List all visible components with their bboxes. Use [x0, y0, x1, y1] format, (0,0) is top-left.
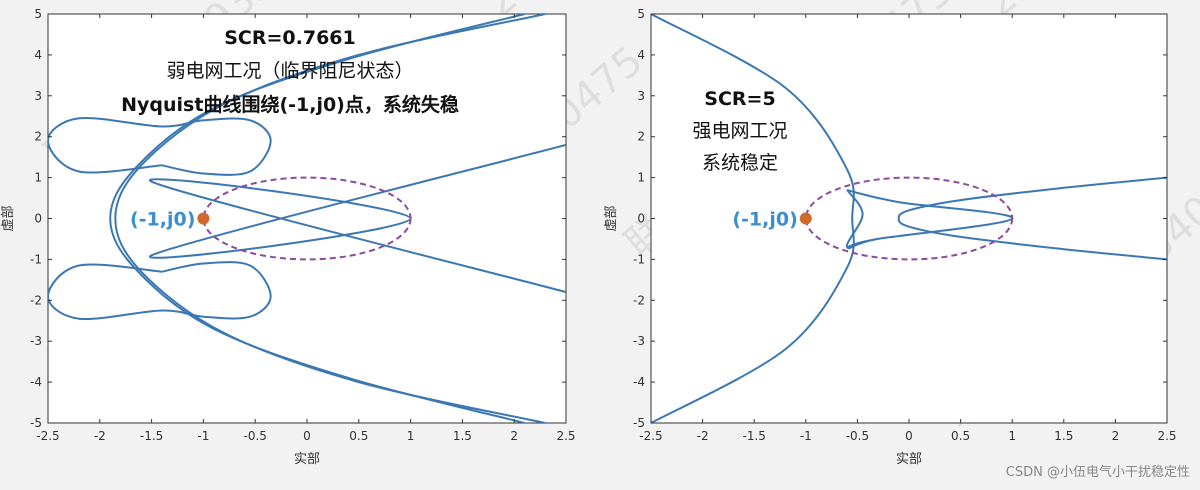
- y-tick-label: 4: [34, 48, 42, 62]
- y-tick-label: -1: [633, 252, 645, 266]
- x-tick-label: 0: [303, 429, 311, 443]
- x-axis-label: 实部: [294, 452, 320, 467]
- encirclement-ellipse: [804, 176, 1014, 261]
- x-tick-label: 0: [905, 429, 913, 443]
- y-tick-label: 5: [637, 7, 645, 21]
- x-tick-label: 2.5: [1157, 429, 1176, 443]
- csdn-credit: CSDN @小伍电气小干扰稳定性: [1006, 464, 1190, 480]
- x-tick-label: 2: [1112, 429, 1120, 443]
- x-tick-label: -1.5: [742, 429, 765, 443]
- x-tick-label: -0.5: [846, 429, 869, 443]
- y-tick-label: 2: [637, 130, 645, 144]
- plot-area: [650, 13, 1168, 424]
- axis-ticks: -2.5 -2 -1.5 -1 -0.5 0 0.5 1 1.5 2 2.5 5 4 3 2 1 0 -1 -2 -3…: [633, 7, 1177, 443]
- x-tick-label: -2: [697, 429, 709, 443]
- y-tick-label: 3: [34, 89, 42, 103]
- x-tick-label: -1: [800, 429, 812, 443]
- chart-weak-grid: -2.5 -2 -1.5 -1 -0.5 0 0.5 1 1.5 2 2.5 5 4 3 2 1 0 -1 -2 -3…: [1, 7, 576, 467]
- critical-point-label: (-1,j0): [130, 209, 195, 231]
- y-tick-label: -2: [633, 293, 645, 307]
- nyquist-curves: [48, 14, 566, 423]
- x-tick-label: 1.5: [453, 429, 472, 443]
- scr-annotation: SCR=0.7661: [224, 27, 356, 49]
- y-tick-label: -5: [30, 416, 42, 430]
- y-axis-label: 虚部: [604, 205, 619, 231]
- x-tick-label: -1: [197, 429, 209, 443]
- stability-annotation: 系统稳定: [702, 152, 778, 174]
- critical-point-label: (-1,j0): [732, 209, 797, 231]
- nyquist-curve: [846, 188, 1014, 250]
- x-tick-label: 1.5: [1054, 429, 1073, 443]
- condition-annotation: 弱电网工况（临界阻尼状态）: [166, 60, 413, 82]
- x-axis-label: 实部: [896, 452, 922, 467]
- nyquist-curve: [897, 176, 1167, 261]
- y-tick-label: 1: [34, 171, 42, 185]
- y-tick-label: 1: [637, 171, 645, 185]
- y-tick-label: -4: [30, 375, 42, 389]
- y-tick-label: 3: [637, 89, 645, 103]
- x-tick-label: 2.5: [556, 429, 575, 443]
- nyquist-curve: [109, 14, 525, 423]
- x-tick-label: 0.5: [951, 429, 970, 443]
- y-axis-label: 虚部: [1, 205, 16, 231]
- chart-strong-grid: -2.5 -2 -1.5 -1 -0.5 0 0.5 1 1.5 2 2.5 5 4 3 2 1 0 -1 -2 -3…: [604, 7, 1177, 467]
- y-tick-label: -3: [633, 334, 645, 348]
- y-tick-label: 0: [637, 212, 645, 226]
- x-tick-label: -2.5: [36, 429, 59, 443]
- condition-annotation: 强电网工况: [692, 120, 787, 142]
- x-tick-label: 2: [510, 429, 518, 443]
- x-tick-label: -0.5: [243, 429, 266, 443]
- y-tick-label: 4: [637, 48, 645, 62]
- y-tick-label: -5: [633, 416, 645, 430]
- axis-ticks: -2.5 -2 -1.5 -1 -0.5 0 0.5 1 1.5 2 2.5 5 4 3 2 1 0 -1 -2 -3…: [30, 7, 576, 443]
- plot-area: [47, 13, 567, 424]
- critical-point-marker: [197, 212, 210, 225]
- x-tick-label: 0.5: [349, 429, 368, 443]
- scr-annotation: SCR=5: [704, 88, 775, 110]
- critical-point-marker: [799, 212, 812, 225]
- x-tick-label: 1: [407, 429, 415, 443]
- y-tick-label: 5: [34, 7, 42, 21]
- x-tick-label: 1: [1008, 429, 1016, 443]
- nyquist-curves: [651, 14, 1167, 423]
- y-tick-label: 2: [34, 130, 42, 144]
- y-tick-label: -1: [30, 252, 42, 266]
- nyquist-curve: [48, 261, 272, 321]
- nyquist-curve: [651, 14, 855, 423]
- encirclement-ellipse: [202, 176, 412, 261]
- x-tick-label: -1.5: [140, 429, 163, 443]
- y-tick-label: -3: [30, 334, 42, 348]
- nyquist-curve: [48, 116, 272, 176]
- x-tick-label: -2.5: [639, 429, 662, 443]
- y-tick-label: -4: [633, 375, 645, 389]
- y-tick-label: 0: [34, 212, 42, 226]
- stability-annotation: Nyquist曲线围绕(-1,j0)点，系统失稳: [121, 93, 459, 116]
- x-tick-label: -2: [94, 429, 106, 443]
- y-tick-label: -2: [30, 293, 42, 307]
- nyquist-curve: [114, 14, 546, 423]
